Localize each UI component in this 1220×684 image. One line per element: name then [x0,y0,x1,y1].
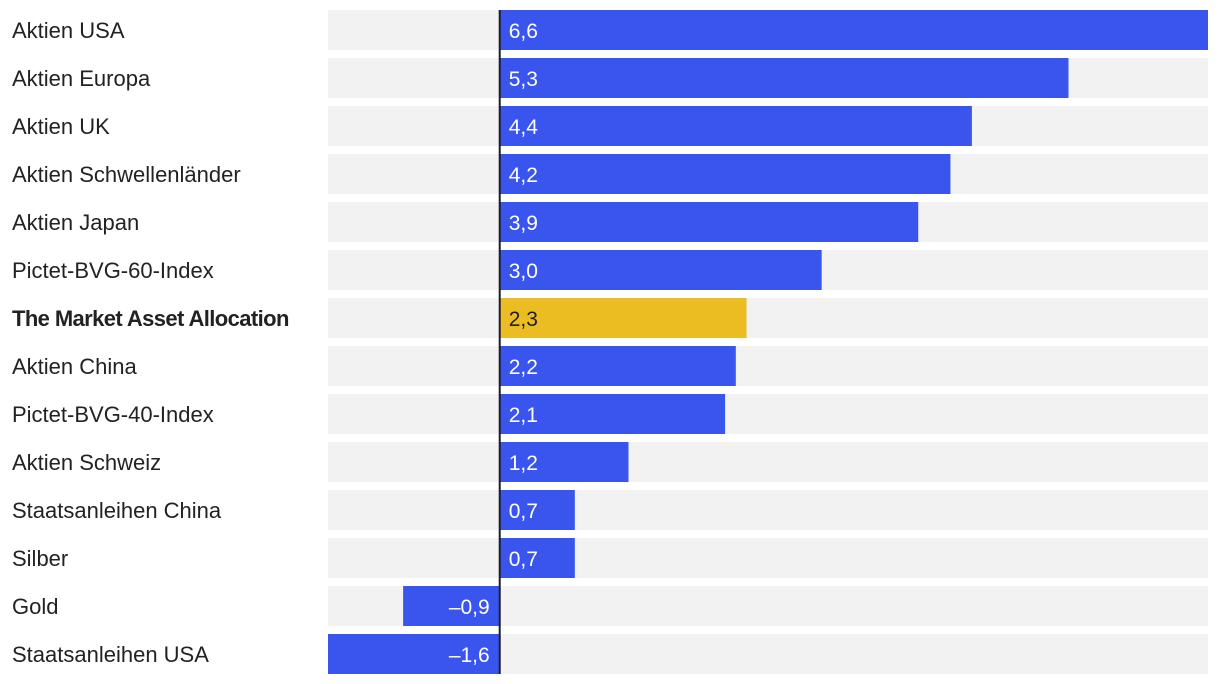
bar-track-silber [328,538,1208,578]
category-label-silber: Silber [12,546,68,571]
value-label-staatsanleihen-china: 0,7 [509,500,538,523]
bar-pictet-bvg-60-index [499,250,822,290]
category-label-pictet-bvg-60-index: Pictet-BVG-60-Index [12,258,214,283]
value-label-aktien-uk: 4,4 [509,116,539,139]
category-label-pictet-bvg-40-index: Pictet-BVG-40-Index [12,402,214,427]
bar-aktien-europa [499,58,1069,98]
bar-track-aktien-schweiz [328,442,1208,482]
bar-staatsanleihen-usa [328,634,500,674]
bar-the-market-asset-allocation [499,298,747,338]
value-label-aktien-japan: 3,9 [509,212,538,235]
value-label-aktien-schweiz: 1,2 [509,452,538,475]
value-label-the-market-asset-allocation: 2,3 [509,308,538,331]
category-label-the-market-asset-allocation: The Market Asset Allocation [12,306,289,331]
value-label-aktien-china: 2,2 [509,356,538,379]
bar-aktien-uk [499,106,972,146]
value-label-aktien-usa: 6,6 [509,20,538,43]
category-label-staatsanleihen-china: Staatsanleihen China [12,498,222,523]
value-label-pictet-bvg-60-index: 3,0 [509,260,538,283]
category-label-aktien-schwellenlaender: Aktien Schwellenländer [12,162,241,187]
bar-pictet-bvg-40-index [499,394,726,434]
value-label-pictet-bvg-40-index: 2,1 [509,404,538,427]
bar-aktien-japan [499,202,919,242]
category-label-gold: Gold [12,594,58,619]
bar-gold [403,586,500,626]
category-label-aktien-uk: Aktien UK [12,114,110,139]
value-label-aktien-schwellenlaender: 4,2 [509,164,538,187]
category-label-aktien-schweiz: Aktien Schweiz [12,450,161,475]
category-label-aktien-usa: Aktien USA [12,18,125,43]
bar-silber [499,538,575,578]
bar-aktien-schwellenlaender [499,154,951,194]
value-label-silber: 0,7 [509,548,538,571]
bar-track-aktien-china [328,346,1208,386]
bar-staatsanleihen-china [499,490,575,530]
value-label-gold: –0,9 [449,596,490,619]
category-label-aktien-china: Aktien China [12,354,138,379]
bar-aktien-schweiz [499,442,629,482]
bar-aktien-usa [499,10,1209,50]
bar-track-the-market-asset-allocation [328,298,1208,338]
category-label-staatsanleihen-usa: Staatsanleihen USA [12,642,209,667]
bar-track-staatsanleihen-china [328,490,1208,530]
value-label-aktien-europa: 5,3 [509,68,538,91]
value-label-staatsanleihen-usa: –1,6 [449,644,490,667]
category-label-aktien-japan: Aktien Japan [12,210,139,235]
bar-track-pictet-bvg-40-index [328,394,1208,434]
bar-aktien-china [499,346,736,386]
category-label-aktien-europa: Aktien Europa [12,66,151,91]
